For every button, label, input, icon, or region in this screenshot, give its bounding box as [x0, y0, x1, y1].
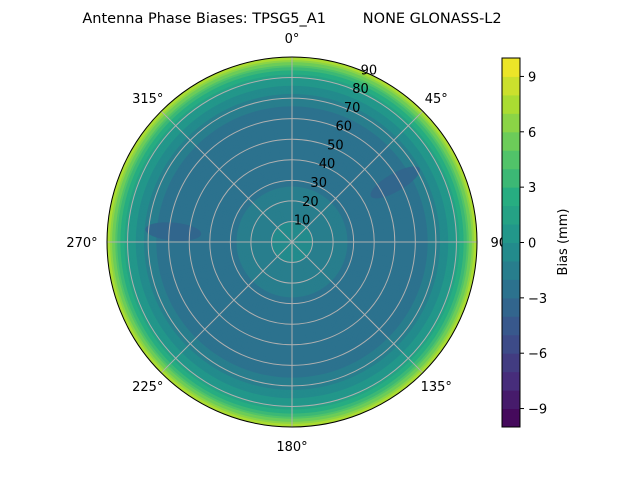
contour-minimum: [145, 222, 202, 241]
colorbar-tick-label: −9: [528, 403, 547, 418]
theta-gridline: [291, 110, 424, 243]
colorbar-level: [502, 168, 520, 188]
colorbar-level: [502, 187, 520, 207]
colorbar-level: [502, 76, 520, 96]
colorbar-level: [502, 131, 520, 151]
colorbar-level: [502, 408, 520, 428]
r-tick-label: 80: [352, 82, 369, 97]
colorbar-level: [502, 224, 520, 243]
r-tick-label: 30: [310, 176, 327, 191]
theta-tick-label: 135°: [421, 380, 452, 395]
theta-tick-label: 0°: [285, 32, 300, 47]
polar-frame: [106, 56, 478, 428]
r-tick-label: 20: [302, 195, 319, 210]
theta-tick-label: 45°: [425, 92, 448, 107]
r-tick-label: 60: [336, 120, 353, 135]
polar-grid: [106, 56, 478, 428]
colorbar-level: [502, 390, 520, 410]
colorbar-level: [502, 58, 520, 77]
colorbar-tick-label: 6: [528, 126, 536, 141]
colorbar: 9 6 3 0 −3 −6 −9 Bias (mm): [501, 57, 571, 428]
colorbar-level: [502, 316, 520, 336]
theta-tick-label: 225°: [132, 380, 163, 395]
colorbar-tick-label: −3: [528, 292, 547, 307]
colorbar-tick-label: 3: [528, 181, 536, 196]
colorbar-level: [502, 334, 520, 354]
theta-tick-label: 270°: [66, 236, 97, 251]
colorbar-tick-label: 9: [528, 70, 536, 85]
colorbar-level: [502, 94, 520, 114]
theta-tick-label: 180°: [276, 440, 307, 455]
colorbar-level: [502, 279, 520, 299]
contour-minimum: [370, 166, 420, 199]
r-tick-label: 70: [344, 101, 361, 116]
colorbar-level: [502, 150, 520, 170]
colorbar-level: [502, 260, 520, 280]
colorbar-label: Bias (mm): [556, 209, 571, 276]
colorbar-tick-label: 0: [528, 237, 536, 252]
theta-gridline: [291, 241, 424, 374]
colorbar-level: [502, 242, 520, 262]
colorbar-level: [502, 113, 520, 133]
theta-gridline: [160, 110, 293, 243]
chart-title: Antenna Phase Biases: TPSG5_A1 NONE GLON…: [82, 11, 501, 27]
r-tick-label: 50: [327, 138, 344, 153]
colorbar-tick-label: −6: [528, 347, 547, 362]
colorbar-level: [502, 297, 520, 317]
colorbar-level: [502, 353, 520, 373]
r-tick-label: 90: [361, 63, 378, 78]
colorbar-level: [502, 205, 520, 225]
r-tick-label: 10: [294, 214, 311, 229]
r-tick-label: 40: [319, 157, 336, 172]
colorbar-level: [502, 371, 520, 391]
theta-tick-label: 315°: [132, 92, 163, 107]
theta-gridline: [160, 241, 293, 374]
